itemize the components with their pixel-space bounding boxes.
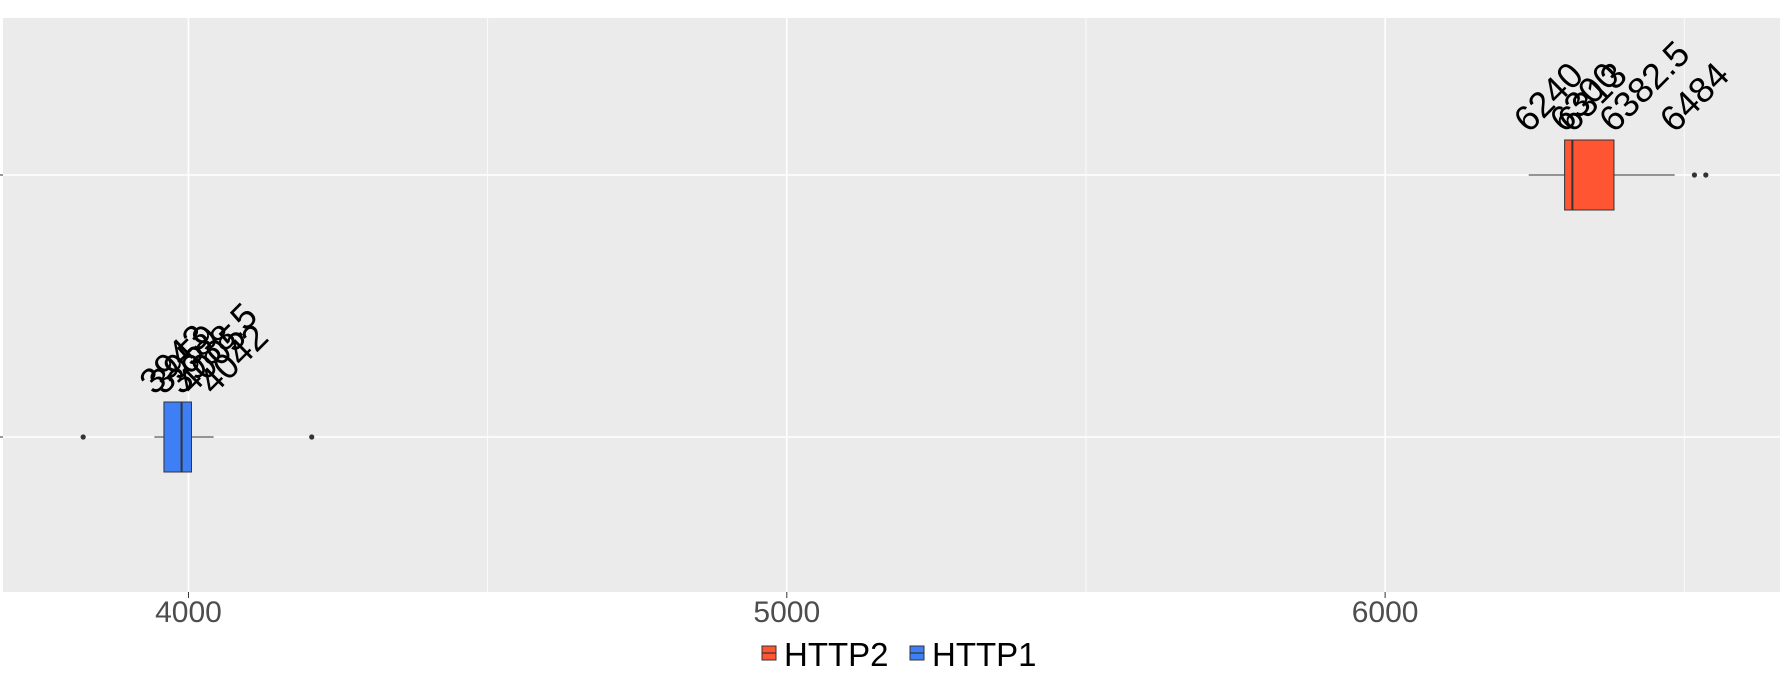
http2-outlier — [1703, 172, 1709, 178]
x-tick-label: 5000 — [753, 596, 820, 629]
legend-item-http2: HTTP2 — [761, 636, 889, 673]
http1-outlier — [80, 434, 86, 440]
x-axis: 4000 5000 6000 — [0, 174, 1419, 629]
plot-panel — [3, 18, 1780, 592]
x-tick-label: 6000 — [1352, 596, 1419, 629]
box-marks — [80, 139, 1709, 473]
legend-label-http2: HTTP2 — [784, 636, 889, 673]
minor-grid — [487, 18, 1685, 592]
http1-box — [163, 401, 192, 473]
legend-item-http1: HTTP1 — [909, 636, 1037, 673]
http2-outlier — [1691, 172, 1698, 178]
x-tick-label: 4000 — [155, 596, 222, 629]
legend-label-http1: HTTP1 — [932, 636, 1037, 673]
major-grid — [3, 18, 1780, 592]
http1-outlier — [309, 434, 315, 440]
legend: HTTP2 HTTP1 — [761, 636, 1037, 673]
